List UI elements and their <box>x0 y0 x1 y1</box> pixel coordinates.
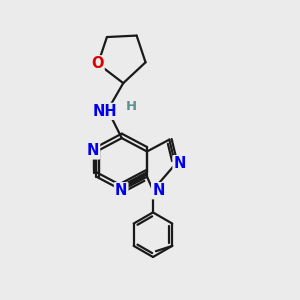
Text: NH: NH <box>93 104 118 119</box>
Text: N: N <box>87 143 99 158</box>
Text: O: O <box>91 56 104 71</box>
Text: H: H <box>126 100 137 112</box>
Text: N: N <box>152 183 164 198</box>
Text: N: N <box>173 156 186 171</box>
Text: N: N <box>115 183 128 198</box>
